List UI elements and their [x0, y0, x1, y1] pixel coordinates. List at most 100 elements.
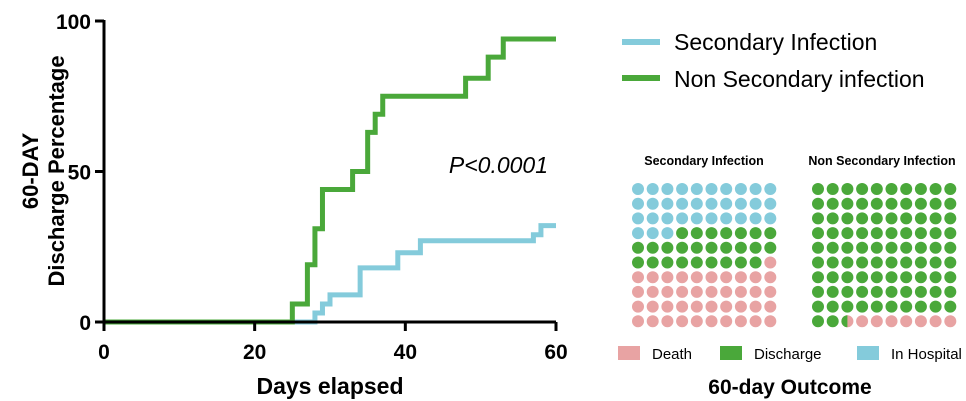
waffle-dot-death — [734, 285, 747, 298]
y-tick-label-100: 100 — [56, 11, 91, 34]
waffle-dot-in-hospital — [720, 197, 733, 210]
x-tick-label-40: 40 — [394, 341, 417, 364]
waffle-dot-in-hospital — [632, 227, 644, 240]
waffle-dot-in-hospital — [646, 227, 659, 240]
waffle-dot-discharge — [929, 300, 942, 313]
waffle-dot-in-hospital — [661, 197, 674, 210]
waffle-dot-discharge — [856, 227, 869, 240]
waffle-dot-death — [764, 315, 777, 328]
waffle-dot-discharge — [900, 300, 913, 313]
waffle-dot-discharge — [885, 183, 898, 195]
waffle-dot-discharge — [900, 183, 913, 195]
waffle-dot-discharge — [826, 315, 839, 328]
waffle-dot-discharge — [841, 183, 854, 195]
waffle-dot-in-hospital — [632, 197, 644, 210]
waffle-dot-in-hospital — [720, 212, 733, 225]
waffle-legend-label-death: Death — [652, 346, 692, 363]
waffle-dot-death — [661, 271, 674, 284]
waffle-dot-discharge — [749, 227, 762, 240]
waffle-dot-in-hospital — [690, 212, 703, 225]
waffle-dot-in-hospital — [705, 212, 718, 225]
waffle-dot-discharge — [705, 256, 718, 269]
waffle-dot-in-hospital — [734, 197, 747, 210]
plot-lines — [104, 36, 556, 325]
waffle-dot-discharge — [856, 241, 869, 254]
waffle-dot-death — [720, 315, 733, 328]
waffle-dot-death — [944, 315, 957, 328]
waffle-legend-swatch-discharge — [720, 346, 742, 360]
waffle-outcome-title: 60-day Outcome — [708, 376, 871, 399]
waffle-dot-in-hospital — [690, 183, 703, 195]
waffle-dot-discharge — [914, 256, 927, 269]
waffle-title-secondary-infection: Secondary Infection — [644, 154, 763, 168]
waffle-dot-death — [749, 271, 762, 284]
waffle-dot-discharge — [900, 241, 913, 254]
waffle-dot-discharge — [900, 227, 913, 240]
waffle-dot-discharge — [734, 227, 747, 240]
waffle-dot-discharge — [764, 241, 777, 254]
waffle-dot-discharge — [841, 285, 854, 298]
waffle-dot-in-hospital — [632, 212, 644, 225]
waffle-dot-discharge — [676, 241, 689, 254]
waffle-dot-discharge — [870, 183, 883, 195]
waffle-dot-death — [764, 285, 777, 298]
waffle-dot-discharge — [632, 241, 644, 254]
waffle-dot-discharge — [856, 212, 869, 225]
waffle-dot-discharge — [944, 271, 957, 284]
waffle-dot-discharge — [856, 256, 869, 269]
x-tick-label-0: 0 — [98, 341, 110, 364]
waffle-dot-in-hospital — [676, 183, 689, 195]
waffle-dot-discharge — [856, 183, 869, 195]
waffle-dot-discharge — [870, 300, 883, 313]
waffle-dot-discharge — [870, 285, 883, 298]
waffle-dot-in-hospital — [764, 183, 777, 195]
waffle-dot-discharge — [749, 241, 762, 254]
waffle-dot-death — [676, 285, 689, 298]
waffle-dot-death — [900, 315, 913, 328]
waffle-dot-discharge — [690, 241, 703, 254]
waffle-dot-discharge — [826, 256, 839, 269]
waffle-dot-death — [734, 300, 747, 313]
waffle-legend-swatch-in-hospital — [857, 346, 879, 360]
waffle-dot-discharge — [914, 183, 927, 195]
waffle-dot-discharge — [929, 212, 942, 225]
waffle-dot-in-hospital — [749, 212, 762, 225]
x-axis-label: Days elapsed — [256, 373, 403, 399]
waffle-dot-in-hospital — [749, 183, 762, 195]
waffle-dot-death — [676, 271, 689, 284]
waffle-dot-discharge — [856, 300, 869, 313]
waffle-legend-label-discharge: Discharge — [754, 346, 822, 363]
waffle-dot-discharge — [734, 241, 747, 254]
waffle-dot-discharge — [914, 241, 927, 254]
waffle-dot-discharge — [812, 315, 824, 328]
waffle-dot-discharge — [841, 300, 854, 313]
waffle-dot-discharge — [900, 212, 913, 225]
waffle-dot-death — [632, 315, 644, 328]
waffle-dot-death — [632, 285, 644, 298]
waffle-dot-death — [734, 315, 747, 328]
waffle-dot-discharge — [885, 197, 898, 210]
waffle-dot-in-hospital — [720, 183, 733, 195]
waffle-dot-in-hospital — [646, 197, 659, 210]
waffle-dot-discharge — [661, 241, 674, 254]
waffle-dot-in-hospital — [661, 183, 674, 195]
waffle-dot-discharge — [676, 227, 689, 240]
waffle-dot-discharge — [929, 271, 942, 284]
waffle-dot-discharge — [929, 285, 942, 298]
waffle-dot-in-hospital — [764, 212, 777, 225]
waffle-dot-discharge — [885, 300, 898, 313]
waffle-dot-death — [856, 315, 869, 328]
waffle-dot-discharge — [944, 197, 957, 210]
waffle-dot-discharge — [720, 227, 733, 240]
waffle-dot-death — [749, 315, 762, 328]
waffle-dot-discharge — [944, 300, 957, 313]
legend: Secondary Infection Non Secondary infect… — [622, 29, 925, 92]
waffle-dot-discharge — [826, 227, 839, 240]
waffle-dot-death — [764, 256, 777, 269]
waffle-dot-discharge — [841, 212, 854, 225]
waffle-dot-death — [870, 315, 883, 328]
p-value-annotation: P<0.0001 — [449, 152, 548, 178]
waffle-dot-discharge — [914, 300, 927, 313]
waffle-dot-discharge — [720, 256, 733, 269]
